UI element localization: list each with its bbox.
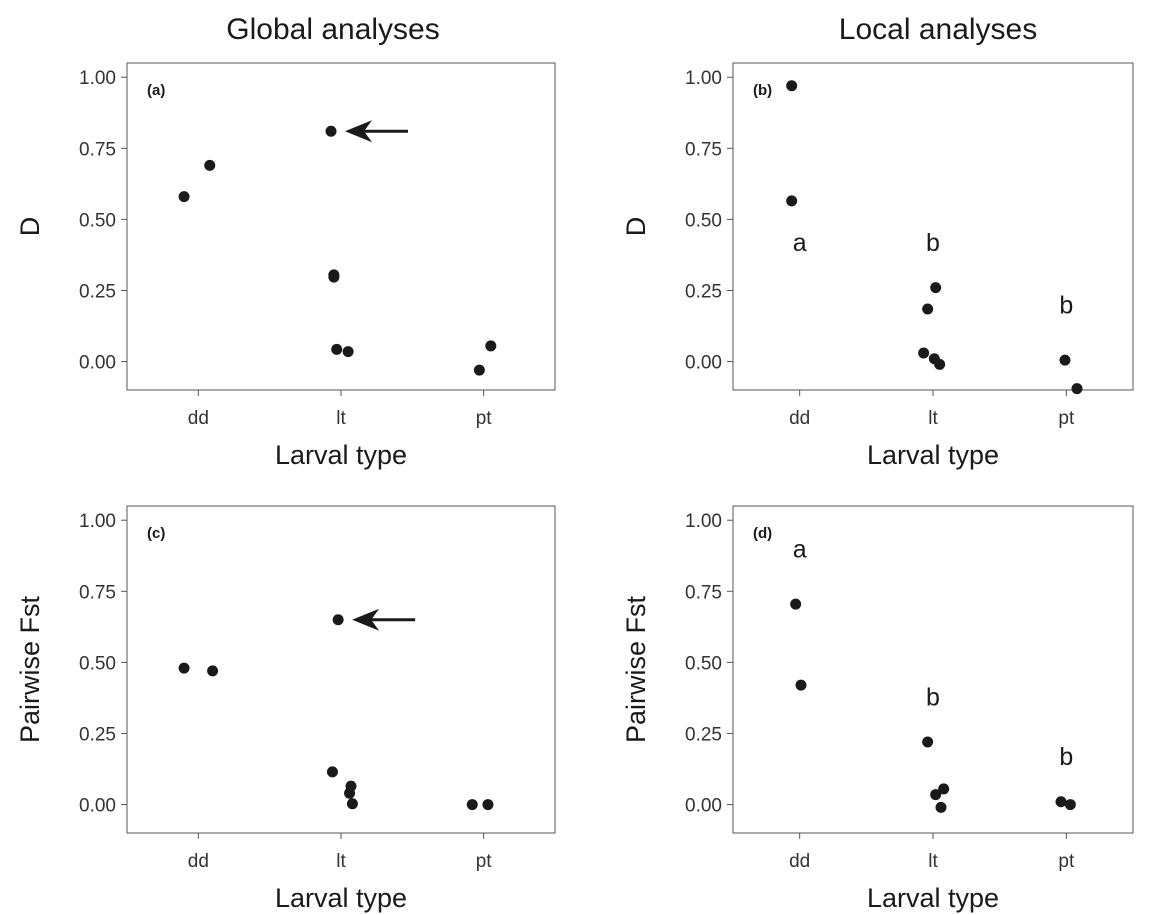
y-tick-label: 0.25 xyxy=(685,724,722,745)
plot-frame xyxy=(126,505,556,834)
data-point xyxy=(473,364,485,376)
data-point xyxy=(918,347,930,359)
panel-d: 0.00 0.25 0.50 0.75 1.00 dd lt pt Larval type Pai… xyxy=(621,505,1134,913)
panel-a: 0.00 0.25 0.50 0.75 1.00 dd lt pt Larval type D (a… xyxy=(15,62,556,470)
data-point xyxy=(346,798,358,810)
y-tick-label: 1.00 xyxy=(79,68,116,89)
data-point xyxy=(326,766,338,778)
column-title-global: Global analyses xyxy=(226,13,439,46)
y-tick-label: 0.75 xyxy=(685,582,722,603)
y-tick-label: 0.25 xyxy=(79,724,116,745)
data-point xyxy=(331,343,343,355)
plot-frame xyxy=(732,505,1134,834)
x-tick-label: lt xyxy=(336,408,346,429)
y-tick-label: 0.75 xyxy=(685,139,722,160)
data-point xyxy=(786,80,798,92)
data-point xyxy=(1071,383,1083,395)
data-point xyxy=(207,665,219,677)
x-tick-label: lt xyxy=(336,851,346,872)
y-axis-title: Pairwise Fst xyxy=(15,595,45,743)
data-point xyxy=(786,195,798,207)
y-tick-label: 1.00 xyxy=(79,511,116,532)
arrow-head xyxy=(345,120,373,143)
y-tick-label: 0.50 xyxy=(79,210,116,231)
plot-frame xyxy=(126,62,556,391)
data-point xyxy=(328,271,340,283)
panels-group: 0.00 0.25 0.50 0.75 1.00 dd lt pt Larval type D (a… xyxy=(15,62,1134,913)
plot-frame xyxy=(732,62,1134,391)
data-point xyxy=(795,679,807,691)
data-point xyxy=(1059,354,1071,366)
x-axis-title: Larval type xyxy=(275,883,407,913)
group-letter: b xyxy=(926,684,940,712)
y-tick-label: 0.50 xyxy=(685,653,722,674)
group-letter: b xyxy=(1059,743,1073,771)
x-axis-title: Larval type xyxy=(275,440,407,470)
data-point xyxy=(325,125,337,137)
data-point xyxy=(922,303,934,315)
y-tick-label: 0.00 xyxy=(685,353,722,374)
y-tick-label: 0.00 xyxy=(79,353,116,374)
y-axis-title: D xyxy=(621,217,651,237)
column-title-local: Local analyses xyxy=(839,13,1037,46)
x-tick-label: pt xyxy=(1058,408,1075,429)
y-tick-label: 0.00 xyxy=(685,796,722,817)
y-axis-title: Pairwise Fst xyxy=(621,595,651,743)
y-tick-label: 0.50 xyxy=(79,653,116,674)
data-point xyxy=(482,799,494,811)
y-tick-label: 0.75 xyxy=(79,139,116,160)
y-tick-label: 0.00 xyxy=(79,796,116,817)
panel-label: (a) xyxy=(147,82,165,99)
group-letter: b xyxy=(1059,292,1073,320)
data-point xyxy=(1055,796,1067,808)
x-tick-label: pt xyxy=(476,851,493,872)
group-letter: b xyxy=(926,229,940,257)
data-point xyxy=(1064,799,1076,811)
data-point xyxy=(204,159,216,171)
data-point xyxy=(938,783,950,795)
x-tick-label: pt xyxy=(476,408,493,429)
x-tick-label: pt xyxy=(1058,851,1075,872)
y-axis-title: D xyxy=(15,217,45,237)
panel-label: (b) xyxy=(753,82,772,99)
x-tick-label: dd xyxy=(188,851,209,872)
y-tick-label: 1.00 xyxy=(685,68,722,89)
x-axis-title: Larval type xyxy=(867,440,999,470)
panel-label: (c) xyxy=(147,525,165,542)
data-point xyxy=(930,282,942,294)
data-point xyxy=(178,662,190,674)
y-tick-label: 0.25 xyxy=(79,281,116,302)
data-point xyxy=(922,736,934,748)
y-tick-label: 1.00 xyxy=(685,511,722,532)
group-letter: a xyxy=(793,536,807,564)
data-point xyxy=(930,789,942,801)
group-letter: a xyxy=(793,229,807,257)
x-tick-label: dd xyxy=(188,408,209,429)
y-tick-label: 0.25 xyxy=(685,281,722,302)
data-point xyxy=(178,191,190,203)
panel-label: (d) xyxy=(753,525,772,542)
arrow-head xyxy=(352,608,380,631)
x-tick-label: dd xyxy=(789,851,810,872)
data-point xyxy=(485,340,497,352)
panel-c: 0.00 0.25 0.50 0.75 1.00 dd lt pt Larval type Pai… xyxy=(15,505,556,913)
x-axis-title: Larval type xyxy=(867,883,999,913)
data-point xyxy=(790,598,802,610)
data-point xyxy=(332,614,344,626)
data-point xyxy=(934,358,946,370)
data-point xyxy=(935,801,947,813)
y-tick-label: 0.50 xyxy=(685,210,722,231)
panel-b: 0.00 0.25 0.50 0.75 1.00 dd lt pt Larval type D (b… xyxy=(621,62,1134,470)
data-point xyxy=(466,799,478,811)
x-tick-label: lt xyxy=(928,408,938,429)
data-point xyxy=(342,346,354,358)
x-tick-label: dd xyxy=(789,408,810,429)
x-tick-label: lt xyxy=(928,851,938,872)
y-tick-label: 0.75 xyxy=(79,582,116,603)
data-point xyxy=(344,787,356,799)
